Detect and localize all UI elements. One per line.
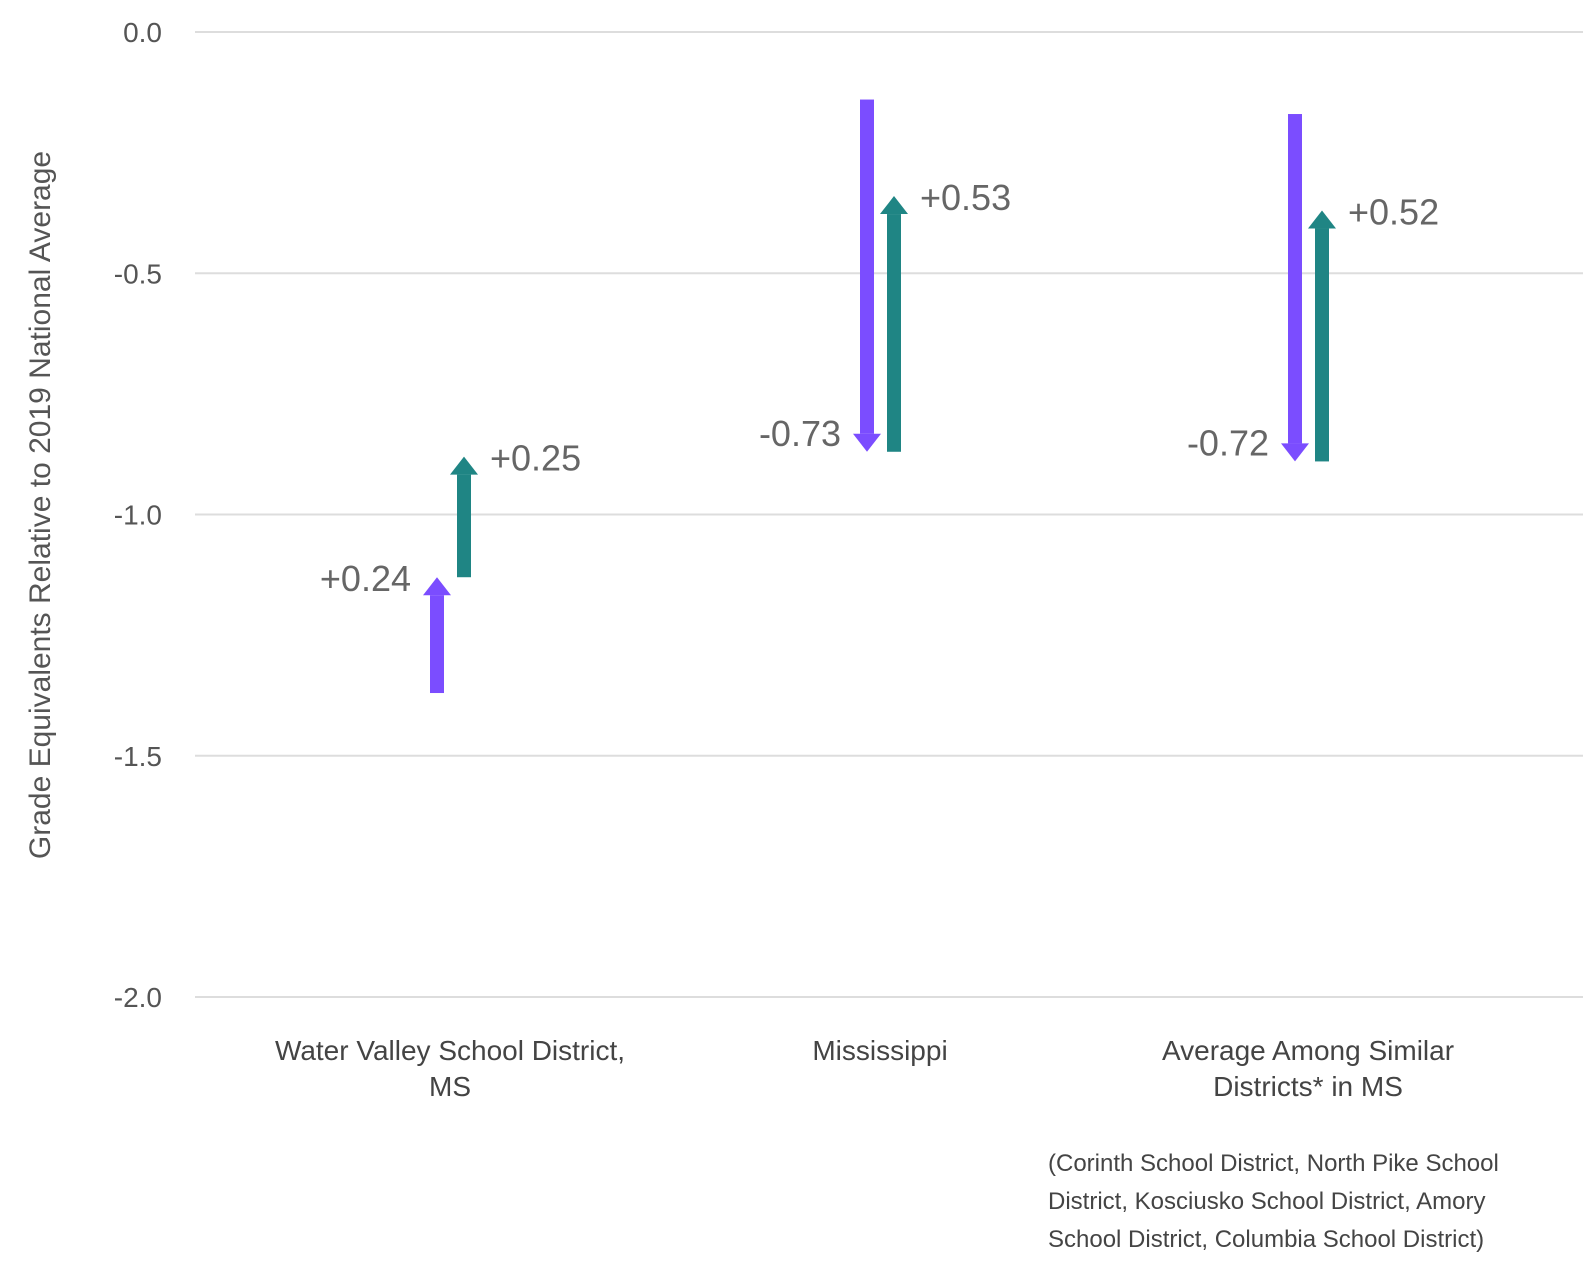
data-label: +0.53 — [920, 177, 1011, 218]
category-label: Districts* in MS — [1213, 1071, 1403, 1102]
y-tick-label: -1.5 — [114, 741, 162, 772]
category-label: MS — [429, 1071, 471, 1102]
arrow-teal — [1308, 210, 1336, 462]
gridlines — [195, 31, 1583, 998]
arrow-shaft — [457, 474, 471, 578]
arrow-head — [1308, 210, 1336, 229]
category-label: Water Valley School District, — [275, 1035, 625, 1066]
footnote-line: (Corinth School District, North Pike Sch… — [1048, 1150, 1499, 1177]
y-axis-ticks: 0.0 -0.5 -1.0 -1.5 -2.0 — [114, 17, 162, 1013]
data-label: -0.72 — [1187, 422, 1269, 463]
arrow-head — [880, 196, 908, 215]
data-label: +0.52 — [1348, 192, 1439, 233]
arrow-head — [423, 577, 451, 596]
arrow-teal — [880, 196, 908, 452]
category-label: Average Among Similar — [1162, 1035, 1454, 1066]
y-tick-label: -1.0 — [114, 500, 162, 531]
arrow-shaft — [860, 99, 874, 434]
arrow-head — [450, 456, 478, 475]
arrow-shaft — [1288, 114, 1302, 444]
data-label: +0.25 — [490, 438, 581, 479]
x-axis-categories: Water Valley School District, MS Mississip… — [275, 1035, 1454, 1102]
data-label: -0.73 — [759, 413, 841, 454]
footnote-line: District, Kosciusko School District, Amo… — [1048, 1188, 1485, 1215]
arrow-shaft — [430, 595, 444, 694]
arrow-purple — [853, 99, 881, 452]
arrow-purple — [1281, 114, 1309, 462]
y-tick-label: -2.0 — [114, 982, 162, 1013]
category-label: Mississippi — [812, 1035, 947, 1066]
arrows: +0.24 +0.25 -0.73 +0.53 -0.72 +0.52 — [320, 99, 1439, 694]
y-tick-label: -0.5 — [114, 258, 162, 289]
data-label: +0.24 — [320, 558, 411, 599]
arrow-head — [853, 433, 881, 452]
arrow-teal — [450, 456, 478, 578]
footnote-line: School District, Columbia School Distric… — [1048, 1226, 1484, 1253]
y-axis-title: Grade Equivalents Relative to 2019 Natio… — [24, 151, 57, 859]
y-tick-label: 0.0 — [123, 17, 162, 48]
arrow-shaft — [1315, 228, 1329, 462]
arrow-head — [1281, 443, 1309, 462]
arrow-purple — [423, 577, 451, 694]
arrow-shaft — [887, 214, 901, 452]
footnote: (Corinth School District, North Pike Sch… — [1048, 1150, 1499, 1253]
